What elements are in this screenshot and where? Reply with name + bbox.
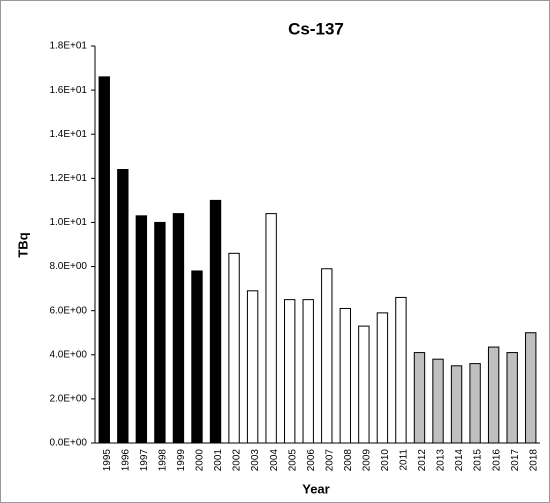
x-tick-label: 2007	[324, 449, 335, 472]
bar	[413, 352, 426, 444]
y-tick-label: 1.0E+01	[49, 217, 87, 228]
y-tick-label: 8.0E+00	[49, 261, 87, 272]
x-tick-label: 2010	[380, 449, 391, 472]
bar	[487, 346, 500, 444]
y-axis-label: TBq	[15, 232, 30, 257]
x-tick-label: 2015	[473, 449, 484, 472]
chart-title: Cs-137	[288, 19, 344, 38]
x-tick-label: 2003	[250, 449, 261, 472]
bar	[154, 221, 166, 444]
x-tick-label: 1997	[139, 449, 150, 472]
y-tick-label: 1.6E+01	[49, 85, 87, 96]
bar	[283, 299, 296, 444]
x-tick-label: 2011	[399, 449, 410, 471]
x-tick-label: 2016	[491, 449, 502, 472]
y-tick-label: 0.0E+00	[49, 438, 87, 449]
x-tick-label: 2005	[287, 449, 298, 472]
bar	[246, 290, 259, 444]
x-tick-label: 1996	[120, 449, 131, 472]
x-tick-label: 2018	[528, 449, 539, 472]
x-tick-label: 2013	[436, 449, 447, 472]
x-tick-label: 2017	[510, 449, 521, 472]
x-tick-label: 2004	[269, 449, 280, 472]
x-tick-label: 2012	[417, 449, 428, 472]
bar	[525, 332, 537, 444]
bar	[117, 169, 129, 444]
bar	[172, 213, 185, 444]
x-tick-label: 1995	[102, 449, 113, 472]
x-tick-label: 2001	[213, 449, 224, 472]
bar	[506, 352, 518, 444]
bar	[265, 213, 277, 444]
bar	[432, 358, 444, 444]
x-axis-label: Year	[302, 481, 329, 496]
bar	[358, 325, 370, 444]
x-tick-label: 2002	[232, 449, 243, 472]
bar	[209, 199, 222, 444]
bar	[228, 252, 240, 444]
x-tick-label: 1998	[158, 449, 169, 472]
bar	[395, 296, 407, 444]
bar	[469, 363, 481, 444]
x-tick-label: 2000	[195, 449, 206, 472]
bar	[376, 312, 389, 444]
bar	[135, 215, 148, 444]
bar	[302, 299, 314, 444]
bar	[98, 76, 110, 444]
bar	[450, 365, 463, 444]
y-tick-label: 1.4E+01	[49, 129, 87, 140]
y-tick-label: 1.8E+01	[49, 41, 87, 52]
x-tick-label: 1999	[176, 449, 187, 472]
bar	[339, 307, 352, 444]
y-tick-label: 6.0E+00	[49, 305, 87, 316]
x-tick-label: 2014	[454, 449, 465, 472]
y-tick-label: 1.2E+01	[49, 173, 87, 184]
x-tick-label: 2009	[361, 449, 372, 472]
y-tick-label: 4.0E+00	[49, 349, 87, 360]
bar	[321, 268, 333, 444]
x-tick-label: 2008	[343, 449, 354, 472]
y-tick-label: 2.0E+00	[49, 394, 87, 405]
bar	[191, 270, 203, 444]
x-tick-label: 2006	[306, 449, 317, 472]
